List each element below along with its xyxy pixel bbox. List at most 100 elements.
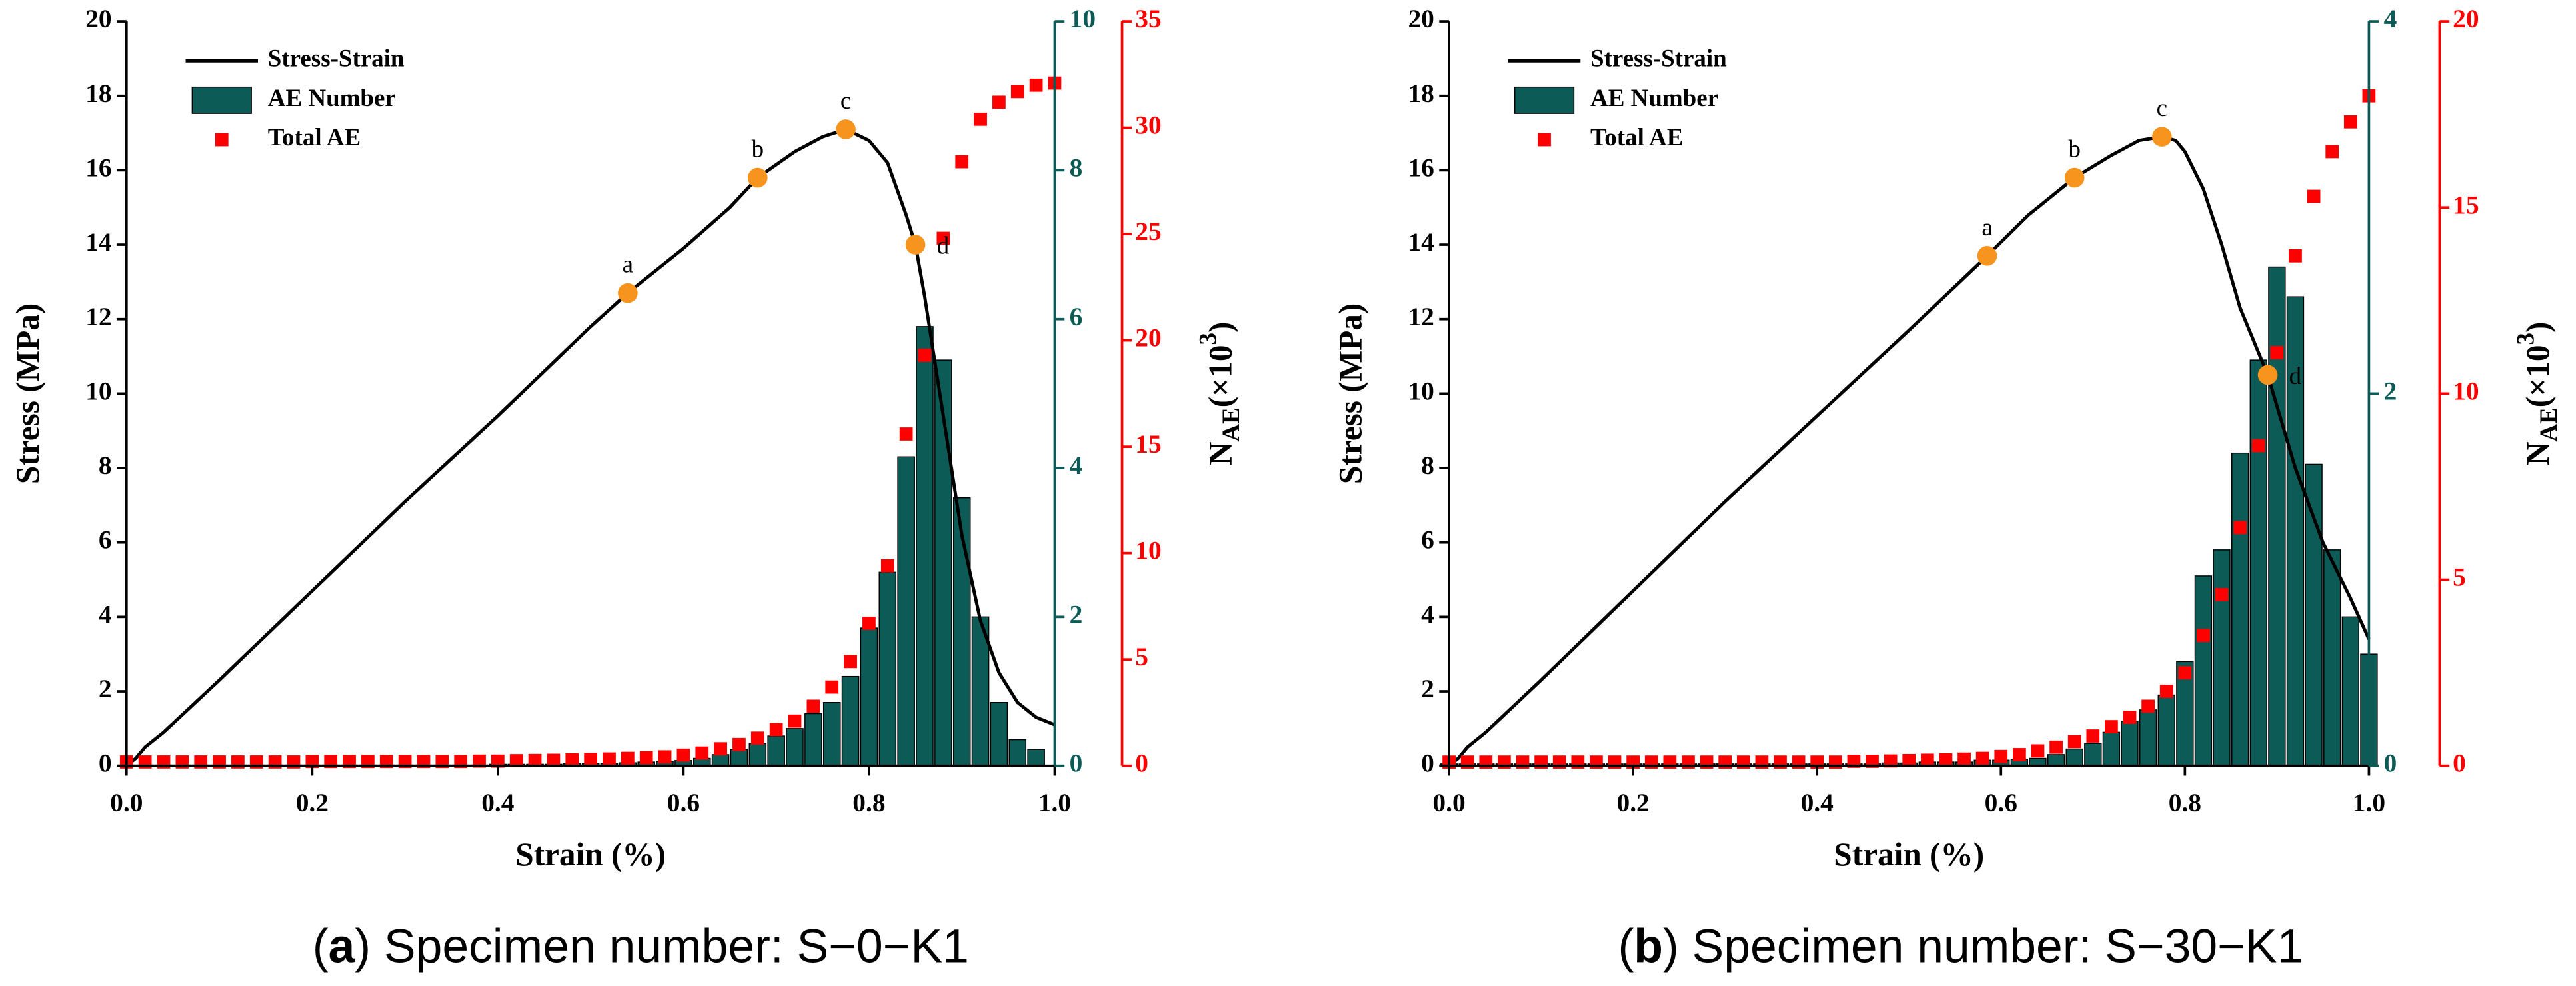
- x-tick-label: 1.0: [1038, 788, 1071, 817]
- total-ae-marker: [992, 95, 1006, 109]
- total-ae-marker: [2031, 744, 2045, 758]
- x-tick-label: 0.8: [2169, 788, 2201, 817]
- total-ae-marker: [1975, 751, 1989, 765]
- y-tick-label: 16: [1408, 153, 1434, 182]
- key-point: [2257, 365, 2278, 385]
- total-ae-marker: [2049, 740, 2063, 754]
- x-axis-label: Strain (%): [515, 836, 666, 873]
- total-ae-marker: [565, 753, 579, 767]
- y3-tick-label: 20: [2453, 4, 2479, 33]
- bar: [2084, 743, 2102, 767]
- y-tick-label: 10: [85, 376, 111, 405]
- caption-letter: b: [1634, 920, 1663, 973]
- bar: [767, 735, 785, 767]
- caption-part: (: [1618, 920, 1634, 973]
- total-ae-marker: [1994, 749, 2008, 763]
- label-part: N: [2520, 442, 2557, 466]
- y3-tick-label: 0: [1135, 749, 1148, 778]
- bar: [2194, 575, 2213, 767]
- key-point: [2152, 127, 2172, 147]
- y-tick-label: 20: [1408, 4, 1434, 33]
- total-ae-marker: [2159, 685, 2173, 698]
- legend-bar: [191, 86, 252, 114]
- y-tick-label: 0: [99, 749, 112, 778]
- bar: [2213, 549, 2231, 767]
- total-ae-marker: [2215, 587, 2229, 601]
- y-tick-label: 10: [1408, 376, 1434, 405]
- point-label: a: [623, 251, 633, 278]
- caption: (b) Specimen number: S−30−K1: [1618, 920, 2303, 973]
- total-ae-marker: [732, 737, 746, 751]
- y-tick-label: 14: [1408, 227, 1434, 257]
- stress-strain-line: [125, 127, 1056, 767]
- total-ae-marker: [2325, 145, 2339, 159]
- total-ae-marker: [880, 559, 894, 573]
- total-ae-marker: [2067, 735, 2081, 749]
- total-ae-marker: [491, 754, 505, 768]
- bar: [1027, 749, 1045, 767]
- total-ae-marker: [639, 751, 653, 765]
- total-ae-marker: [2123, 711, 2137, 724]
- total-ae-marker: [584, 753, 597, 766]
- legend-bar: [1514, 86, 1575, 114]
- total-ae-marker: [695, 746, 709, 760]
- point-label: a: [1981, 213, 1992, 241]
- label-part: (×10: [2520, 345, 2557, 407]
- y-tick-label: 12: [1408, 302, 1434, 331]
- y3-axis-label: NAE(×103): [1194, 322, 1245, 466]
- total-ae-marker: [509, 754, 523, 767]
- y-tick-label: 14: [85, 227, 111, 257]
- y-axis-label: Stress (MPa): [9, 303, 46, 484]
- y-tick-label: 0: [1421, 749, 1434, 778]
- total-ae-marker: [862, 617, 876, 630]
- label-part: ): [2520, 322, 2557, 333]
- total-ae-marker: [2105, 720, 2118, 733]
- y2-tick-label: 8: [1070, 153, 1083, 182]
- total-ae-marker: [769, 723, 783, 737]
- bar: [2121, 720, 2139, 767]
- y2-tick-label: 2: [2384, 376, 2397, 405]
- total-ae-marker: [2343, 115, 2357, 129]
- total-ae-marker: [2270, 346, 2284, 359]
- bar: [2268, 266, 2286, 767]
- total-ae-marker: [825, 680, 839, 694]
- x-tick-label: 0.0: [110, 788, 143, 817]
- total-ae-marker: [2141, 699, 2155, 713]
- y-tick-label: 18: [1408, 79, 1434, 108]
- caption-letter: a: [329, 920, 356, 973]
- total-ae-marker: [1957, 752, 1971, 766]
- total-ae-marker: [844, 655, 857, 669]
- y3-tick-label: 10: [2453, 376, 2479, 405]
- bar: [897, 456, 915, 767]
- legend-marker: [1538, 133, 1551, 147]
- bar: [860, 627, 878, 767]
- legend-label: Total AE: [1590, 123, 1683, 151]
- total-ae-marker: [676, 748, 690, 762]
- y2-tick-label: 6: [1070, 302, 1083, 331]
- bar: [1008, 739, 1027, 767]
- key-point: [905, 235, 926, 255]
- total-ae-marker: [936, 231, 950, 245]
- y2-tick-label: 2: [1070, 599, 1083, 629]
- total-ae-marker: [899, 427, 913, 441]
- x-tick-label: 0.4: [1801, 788, 1834, 817]
- stress-strain-line: [1448, 135, 2371, 767]
- legend-label: Stress-Strain: [268, 45, 405, 72]
- y2-tick-label: 0: [2384, 749, 2397, 778]
- label-sub: AE: [2535, 407, 2563, 441]
- legend-marker: [215, 133, 229, 147]
- legend-label: AE Number: [1590, 84, 1718, 111]
- x-axis-label: Strain (%): [1834, 836, 1984, 873]
- total-ae-marker: [2013, 748, 2026, 761]
- y3-tick-label: 5: [1135, 642, 1148, 671]
- total-ae-marker: [788, 714, 802, 728]
- y-tick-label: 6: [99, 525, 112, 555]
- key-point: [618, 283, 638, 303]
- total-ae-marker: [1884, 754, 1898, 768]
- caption: (a) Specimen number: S−0−K1: [313, 920, 969, 973]
- y-tick-label: 8: [99, 451, 112, 480]
- bar: [730, 749, 748, 767]
- bar: [804, 713, 822, 767]
- total-ae-marker: [1902, 754, 1916, 767]
- total-ae-marker: [547, 753, 561, 767]
